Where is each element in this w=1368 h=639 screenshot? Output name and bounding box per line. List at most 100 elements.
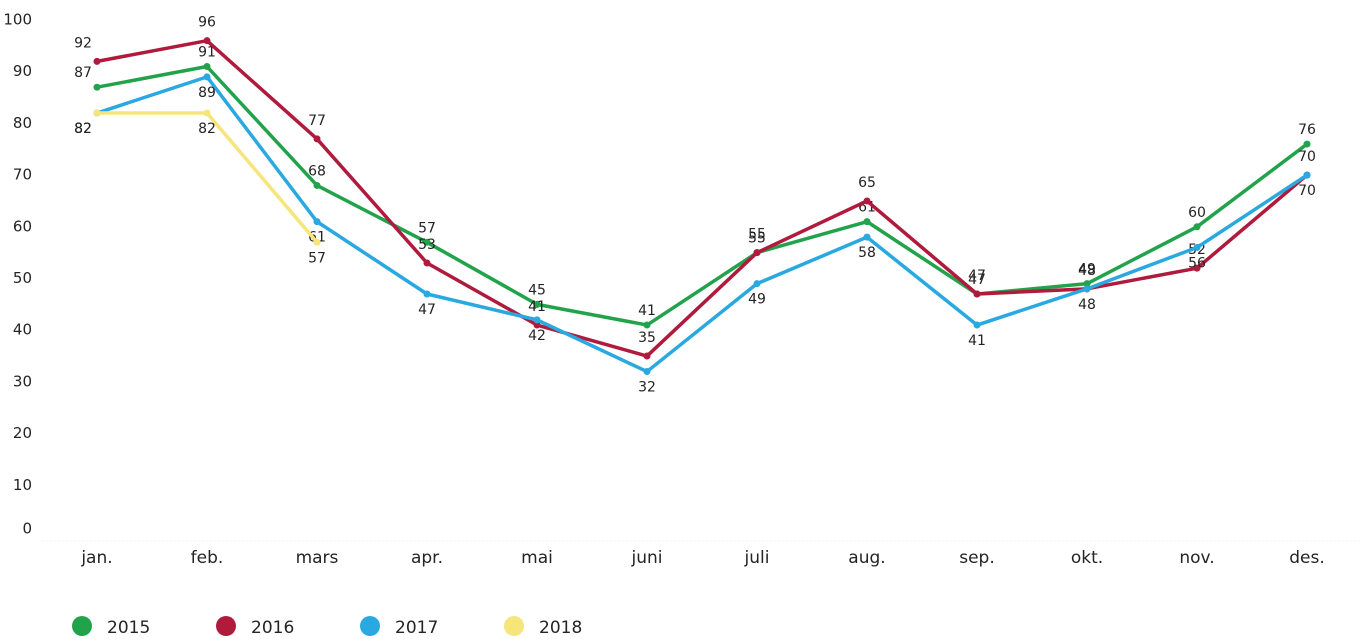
data-label: 60	[1188, 205, 1206, 221]
data-label: 70	[1298, 149, 1316, 165]
x-tick-label: nov.	[1179, 548, 1214, 568]
data-label: 57	[308, 250, 326, 266]
legend-label: 2018	[539, 618, 582, 638]
y-tick-label: 70	[13, 166, 32, 184]
data-point	[1303, 140, 1311, 148]
data-label: 96	[198, 15, 216, 31]
data-point	[643, 352, 651, 360]
x-tick-label: feb.	[191, 548, 224, 568]
data-label: 53	[418, 237, 436, 253]
data-label: 42	[528, 328, 546, 344]
x-tick-label: juni	[631, 548, 663, 568]
y-tick-label: 50	[13, 269, 32, 287]
data-label: 48	[1078, 263, 1096, 279]
data-label: 41	[528, 299, 546, 315]
legend-marker	[72, 616, 92, 636]
data-point	[533, 321, 541, 329]
y-tick-label: 20	[13, 424, 32, 442]
data-point	[313, 238, 321, 246]
data-point	[93, 109, 101, 117]
data-label: 56	[1188, 255, 1206, 271]
data-point	[1303, 171, 1311, 179]
y-tick-label: 0	[22, 520, 32, 538]
x-tick-label: des.	[1289, 548, 1325, 568]
data-point	[203, 109, 211, 117]
data-label: 68	[308, 163, 326, 179]
data-label: 82	[74, 121, 92, 137]
data-label: 91	[198, 45, 216, 61]
legend-label: 2017	[395, 618, 438, 638]
data-label: 87	[74, 65, 92, 81]
y-tick-label: 40	[13, 321, 32, 339]
data-label: 47	[418, 302, 436, 318]
x-tick-label: aug.	[848, 548, 885, 568]
x-tick-label: sep.	[959, 548, 995, 568]
data-point	[1193, 264, 1201, 272]
legend-marker	[216, 616, 236, 636]
data-point	[203, 63, 211, 71]
x-tick-label: jan.	[80, 548, 112, 568]
data-label: 49	[748, 292, 766, 308]
x-tick-label: okt.	[1071, 548, 1103, 568]
data-label: 55	[748, 231, 766, 247]
data-point	[533, 316, 541, 324]
data-label: 77	[308, 113, 326, 129]
data-point	[423, 290, 431, 298]
data-label: 58	[858, 245, 876, 261]
data-label: 61	[308, 230, 326, 246]
data-point	[973, 321, 981, 329]
data-point	[423, 238, 431, 246]
data-point	[643, 321, 651, 329]
data-label: 70	[1298, 183, 1316, 199]
legend-marker	[504, 616, 524, 636]
data-point	[863, 197, 871, 205]
data-point	[1193, 223, 1201, 231]
data-label: 35	[638, 330, 656, 346]
data-point	[533, 300, 541, 308]
data-point	[313, 135, 321, 143]
data-label: 92	[74, 35, 92, 51]
series-line	[96, 38, 1309, 358]
data-point	[643, 368, 651, 376]
data-point	[863, 233, 871, 241]
data-label: 47	[968, 268, 986, 284]
data-point	[1083, 280, 1091, 288]
data-label: 41	[638, 303, 656, 319]
y-tick-label: 80	[13, 114, 32, 132]
series-line	[96, 75, 1308, 374]
data-label: 45	[528, 282, 546, 298]
data-point	[203, 73, 211, 81]
x-tick-label: juli	[744, 548, 770, 568]
y-tick-label: 100	[3, 11, 32, 29]
data-label: 48	[1078, 297, 1096, 313]
y-tick-label: 60	[13, 217, 32, 235]
data-point	[973, 290, 981, 298]
data-point	[313, 218, 321, 226]
data-point	[863, 218, 871, 226]
data-label: 82	[198, 121, 216, 137]
legend-label: 2016	[251, 618, 294, 638]
data-point	[93, 57, 101, 65]
data-point	[1083, 285, 1091, 293]
y-tick-label: 90	[13, 62, 32, 80]
data-label: 49	[1078, 262, 1096, 278]
data-point	[93, 83, 101, 91]
y-tick-label: 30	[13, 372, 32, 390]
data-label: 55	[748, 227, 766, 243]
data-point	[1193, 243, 1201, 251]
data-label: 57	[418, 220, 436, 236]
data-label: 47	[968, 272, 986, 288]
y-tick-label: 10	[13, 476, 32, 494]
x-tick-label: mars	[296, 548, 339, 568]
data-label: 89	[198, 85, 216, 101]
data-point	[753, 249, 761, 257]
x-tick-label: apr.	[411, 548, 443, 568]
data-point	[203, 37, 211, 45]
data-label: 76	[1298, 122, 1316, 138]
data-label: 32	[638, 380, 656, 396]
data-label: 65	[858, 175, 876, 191]
data-point	[313, 181, 321, 189]
legend-label: 2015	[107, 618, 150, 638]
series-line	[96, 64, 1309, 327]
